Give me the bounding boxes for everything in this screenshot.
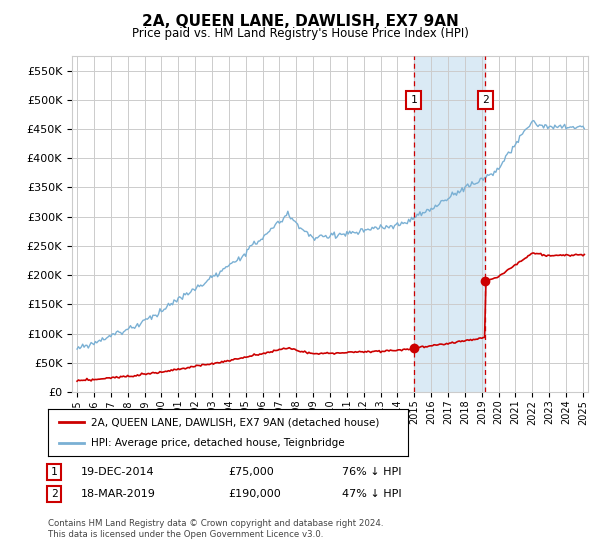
Text: £190,000: £190,000 — [228, 489, 281, 499]
Text: 76% ↓ HPI: 76% ↓ HPI — [342, 467, 401, 477]
Text: Contains HM Land Registry data © Crown copyright and database right 2024.
This d: Contains HM Land Registry data © Crown c… — [48, 520, 383, 539]
Text: 1: 1 — [50, 467, 58, 477]
Text: 2A, QUEEN LANE, DAWLISH, EX7 9AN: 2A, QUEEN LANE, DAWLISH, EX7 9AN — [142, 14, 458, 29]
Text: 1: 1 — [410, 95, 417, 105]
Text: 2A, QUEEN LANE, DAWLISH, EX7 9AN (detached house): 2A, QUEEN LANE, DAWLISH, EX7 9AN (detach… — [91, 417, 380, 427]
Text: 18-MAR-2019: 18-MAR-2019 — [81, 489, 156, 499]
Text: HPI: Average price, detached house, Teignbridge: HPI: Average price, detached house, Teig… — [91, 438, 345, 448]
Text: 2: 2 — [50, 489, 58, 499]
Text: 2: 2 — [482, 95, 488, 105]
Text: 19-DEC-2014: 19-DEC-2014 — [81, 467, 155, 477]
Bar — [413, 56, 485, 392]
Text: 47% ↓ HPI: 47% ↓ HPI — [342, 489, 401, 499]
Text: £75,000: £75,000 — [228, 467, 274, 477]
Text: Price paid vs. HM Land Registry's House Price Index (HPI): Price paid vs. HM Land Registry's House … — [131, 27, 469, 40]
